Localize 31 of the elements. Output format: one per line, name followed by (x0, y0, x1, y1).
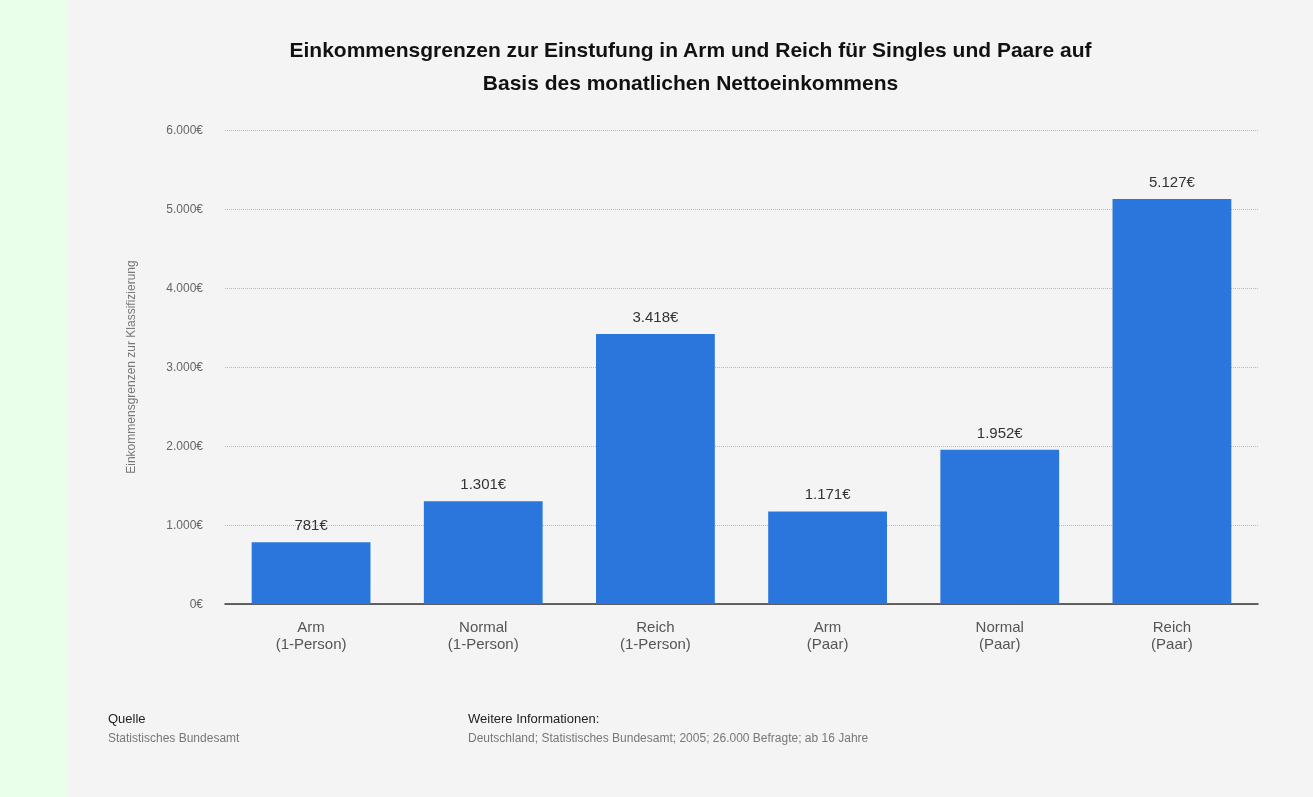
y-axis-title: Einkommensgrenzen zur Klassifizierung (124, 260, 138, 474)
y-tick-label: 2.000€ (166, 439, 204, 453)
data-label: 3.418€ (632, 307, 680, 325)
data-label: 1.171€ (804, 485, 852, 503)
text: Statistisches Bundesamt (108, 731, 241, 745)
x-tick-label: Normal (Paar) (975, 618, 1024, 652)
y-tick-label: 0€ (189, 597, 204, 611)
chart-title: Einkommensgrenzen zur Einstufung in Arm und Reich für Singles und Paare auf Basis des monatlichen Nettoeinkommens (289, 38, 1093, 94)
data-label: 5.127€ (1148, 172, 1196, 190)
x-tick-label: Reich (1-Person) (619, 618, 691, 652)
y-tick-label: 5.000€ (166, 202, 204, 216)
x-tick-label: Arm (1-Person) (275, 618, 347, 652)
x-tick-label: Normal (1-Person) (447, 618, 519, 652)
bar (596, 333, 715, 604)
text: Deutschland; Statistisches Bundesamt; 2005; 26.000 Befragte; ab 16 Jahre (468, 731, 869, 745)
bar (768, 511, 887, 604)
bar (251, 542, 371, 604)
text: Quelle (108, 711, 146, 726)
bar (940, 449, 1060, 604)
y-tick-label: 1.000€ (166, 518, 204, 532)
data-label: 1.952€ (976, 423, 1024, 441)
bar (1112, 198, 1232, 604)
y-tick-label: 4.000€ (166, 281, 204, 295)
data-label: 781€ (294, 516, 329, 534)
x-tick-label: Reich (Paar) (1151, 618, 1193, 652)
text: Weitere Informationen: (468, 711, 600, 726)
y-tick-label: 3.000€ (166, 360, 204, 374)
y-tick-label: 6.000€ (166, 123, 204, 137)
bar (423, 501, 543, 604)
x-tick-label: Arm (Paar) (806, 618, 849, 652)
data-label: 1.301€ (460, 475, 507, 493)
